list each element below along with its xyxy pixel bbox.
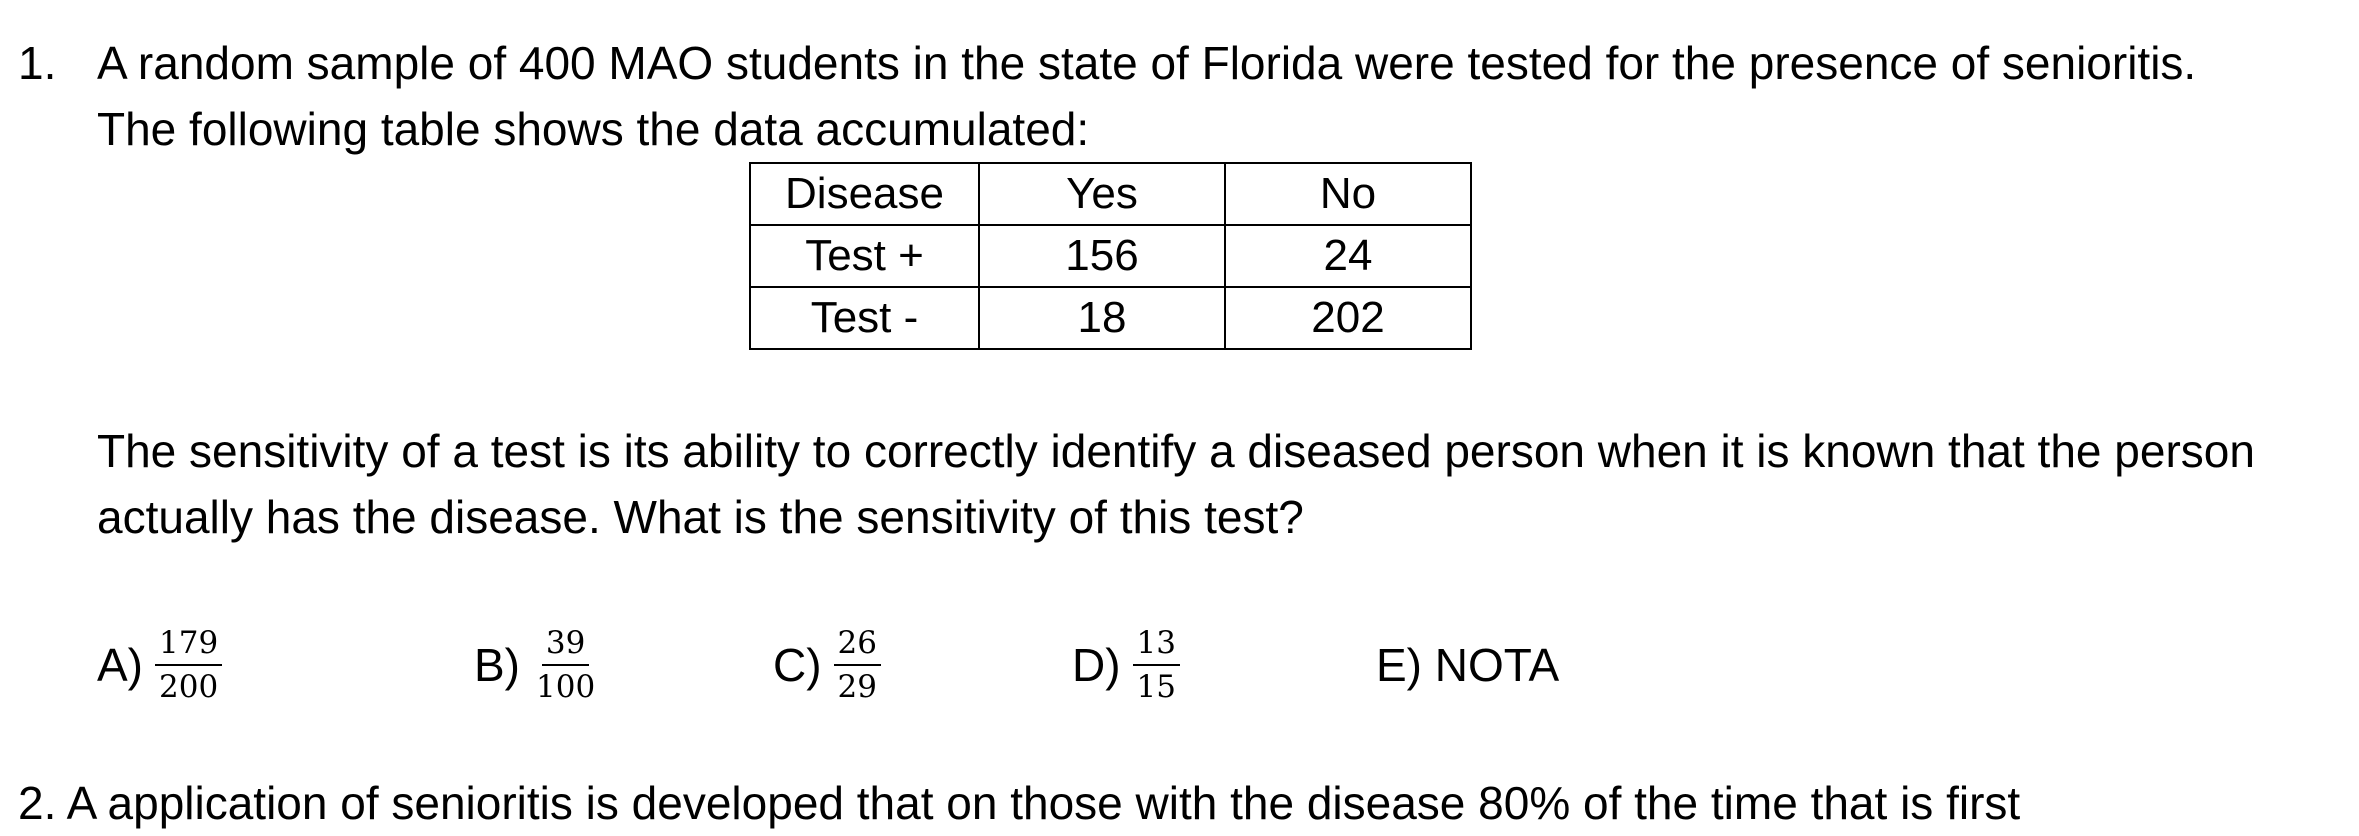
- table-header-cell: Yes: [978, 162, 1226, 226]
- table-header-cell: Disease: [749, 162, 980, 226]
- choice-a: A) 179 200: [97, 620, 223, 710]
- table-cell: 18: [978, 286, 1226, 350]
- choice-letter: E) NOTA: [1376, 639, 1560, 691]
- choice-c: C) 26 29: [773, 620, 881, 710]
- data-table: Disease Yes No Test + 156 24 Test - 18 2…: [749, 162, 1472, 350]
- fraction-denominator: 100: [536, 669, 596, 705]
- fraction-denominator: 15: [1136, 669, 1176, 705]
- table-row: Test + 156 24: [749, 224, 1472, 288]
- fraction: 179 200: [155, 624, 223, 706]
- table-cell: 202: [1224, 286, 1472, 350]
- choice-d: D) 13 15: [1072, 620, 1180, 710]
- fraction: 13 15: [1132, 624, 1180, 706]
- fraction: 39 100: [532, 624, 599, 706]
- choice-b: B) 39 100: [474, 620, 599, 710]
- fraction: 26 29: [833, 624, 881, 706]
- question-number: 1.: [18, 37, 57, 89]
- fraction-denominator: 200: [159, 669, 219, 705]
- choice-letter: B): [474, 639, 520, 691]
- table-row: Test - 18 202: [749, 286, 1472, 350]
- fraction-numerator: 39: [541, 624, 590, 666]
- table-cell: 156: [978, 224, 1226, 288]
- table-cell: Test +: [749, 224, 980, 288]
- question-intro: A random sample of 400 MAO students in t…: [97, 37, 2197, 155]
- table-cell: Test -: [749, 286, 980, 350]
- fraction-numerator: 13: [1132, 624, 1180, 666]
- choice-e: E) NOTA: [1376, 620, 1559, 710]
- question-body: The sensitivity of a test is its ability…: [97, 425, 2255, 543]
- choice-letter: C): [773, 639, 822, 691]
- fraction-numerator: 26: [833, 624, 881, 666]
- choice-letter: A): [97, 639, 143, 691]
- table-header-cell: No: [1224, 162, 1472, 226]
- table-header-row: Disease Yes No: [749, 162, 1472, 226]
- fraction-numerator: 179: [155, 624, 223, 666]
- fraction-denominator: 29: [837, 669, 877, 705]
- choice-letter: D): [1072, 639, 1121, 691]
- next-question-partial: 2. A application of senioritis is develo…: [18, 777, 2021, 829]
- table-cell: 24: [1224, 224, 1472, 288]
